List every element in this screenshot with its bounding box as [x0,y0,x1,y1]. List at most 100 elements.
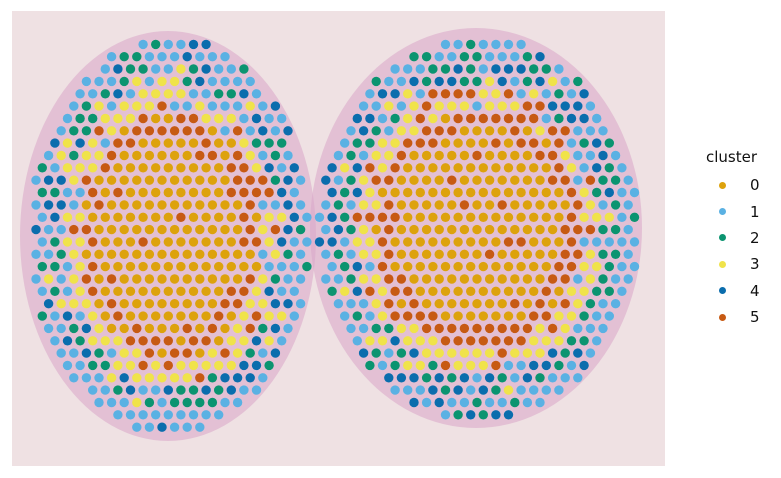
spot-cluster-5 [384,299,394,309]
spot-cluster-1 [560,76,570,87]
spot-cluster-2 [447,373,457,383]
spot-cluster-0 [453,286,463,296]
spot-cluster-2 [346,150,356,161]
spot-cluster-0 [94,299,104,309]
spot-cluster-0 [503,212,514,222]
spot-cluster-2 [226,89,236,99]
spot-cluster-2 [346,224,356,235]
spot-cluster-5 [214,311,224,321]
spot-cluster-0 [94,224,104,235]
spot-cluster-5 [547,126,558,136]
spot-cluster-2 [340,187,350,198]
spot-cluster-4 [491,64,501,74]
spot-cluster-4 [592,163,602,173]
spot-cluster-1 [94,76,104,87]
spot-cluster-1 [346,200,356,210]
spot-cluster-1 [207,101,218,111]
spot-cluster-0 [547,299,558,309]
spot-cluster-3 [94,150,104,161]
spot-cluster-4 [226,385,236,395]
spot-cluster-3 [56,299,66,309]
spot-cluster-1 [169,101,180,111]
spot-cluster-0 [516,163,526,173]
spot-cluster-3 [365,187,375,198]
spot-cluster-1 [270,126,281,136]
spot-cluster-1 [56,274,66,284]
spot-cluster-5 [491,360,501,371]
spot-cluster-3 [484,101,495,111]
spot-cluster-0 [100,286,111,296]
spot-cluster-4 [283,126,293,136]
spot-cluster-2 [478,410,488,420]
spot-cluster-0 [459,175,470,185]
spot-cluster-1 [403,385,413,395]
spot-cluster-0 [220,175,230,185]
spot-cluster-1 [623,224,633,235]
spot-cluster-4 [270,101,281,111]
spot-cluster-0 [403,261,413,272]
spot-cluster-1 [201,410,211,420]
spot-cluster-1 [220,397,230,408]
spot-cluster-3 [497,101,507,111]
spot-cluster-4 [352,187,362,198]
spot-cluster-5 [113,138,123,148]
spot-cluster-1 [302,237,312,247]
spot-cluster-0 [188,187,199,198]
spot-cluster-3 [573,299,583,309]
spot-cluster-0 [434,224,444,235]
spot-cluster-3 [377,138,388,148]
spot-cluster-1 [163,39,173,50]
spot-cluster-5 [453,89,463,99]
spot-cluster-0 [459,126,470,136]
spot-cluster-1 [415,385,425,395]
spot-cluster-2 [176,385,186,395]
spot-cluster-2 [598,274,608,284]
spot-cluster-1 [346,249,356,259]
spot-cluster-1 [453,39,463,50]
spot-cluster-2 [598,249,608,259]
spot-cluster-0 [459,299,470,309]
spot-cluster-1 [75,360,85,371]
spot-cluster-5 [535,299,545,309]
spot-cluster-0 [497,249,507,259]
spot-cluster-3 [232,348,243,358]
spot-cluster-0 [440,163,451,173]
spot-cluster-2 [251,138,262,148]
spot-cluster-2 [371,323,381,334]
spot-cluster-3 [214,360,224,371]
spot-cluster-4 [283,200,293,210]
spot-cluster-1 [220,101,230,111]
spot-cluster-0 [132,299,142,309]
spot-cluster-2 [270,175,281,185]
spot-cluster-5 [157,101,167,111]
spot-cluster-4 [270,299,281,309]
legend-item-3: 3 [700,251,760,277]
spot-cluster-1 [31,200,41,210]
spot-cluster-0 [516,212,526,222]
spot-cluster-5 [516,138,526,148]
spot-cluster-1 [62,113,73,124]
spot-cluster-1 [125,410,136,420]
spot-cluster-0 [516,286,526,296]
spot-cluster-5 [440,360,451,371]
spot-cluster-5 [510,126,520,136]
spot-cluster-0 [157,348,167,358]
spot-cluster-4 [245,373,255,383]
spot-cluster-1 [484,397,495,408]
spot-cluster-0 [138,163,148,173]
spot-cluster-0 [239,261,249,272]
spot-cluster-0 [478,138,488,148]
spot-cluster-2 [472,76,482,87]
spot-cluster-0 [491,311,501,321]
spot-cluster-1 [31,274,41,284]
spot-cluster-1 [106,348,117,358]
spot-cluster-2 [497,373,507,383]
spot-cluster-2 [365,360,375,371]
spot-cluster-1 [69,373,79,383]
spot-cluster-0 [176,311,186,321]
spot-cluster-0 [434,274,444,284]
spot-cluster-0 [113,261,123,272]
spot-cluster-2 [151,39,161,50]
spot-cluster-4 [535,52,545,62]
spot-cluster-1 [415,89,425,99]
